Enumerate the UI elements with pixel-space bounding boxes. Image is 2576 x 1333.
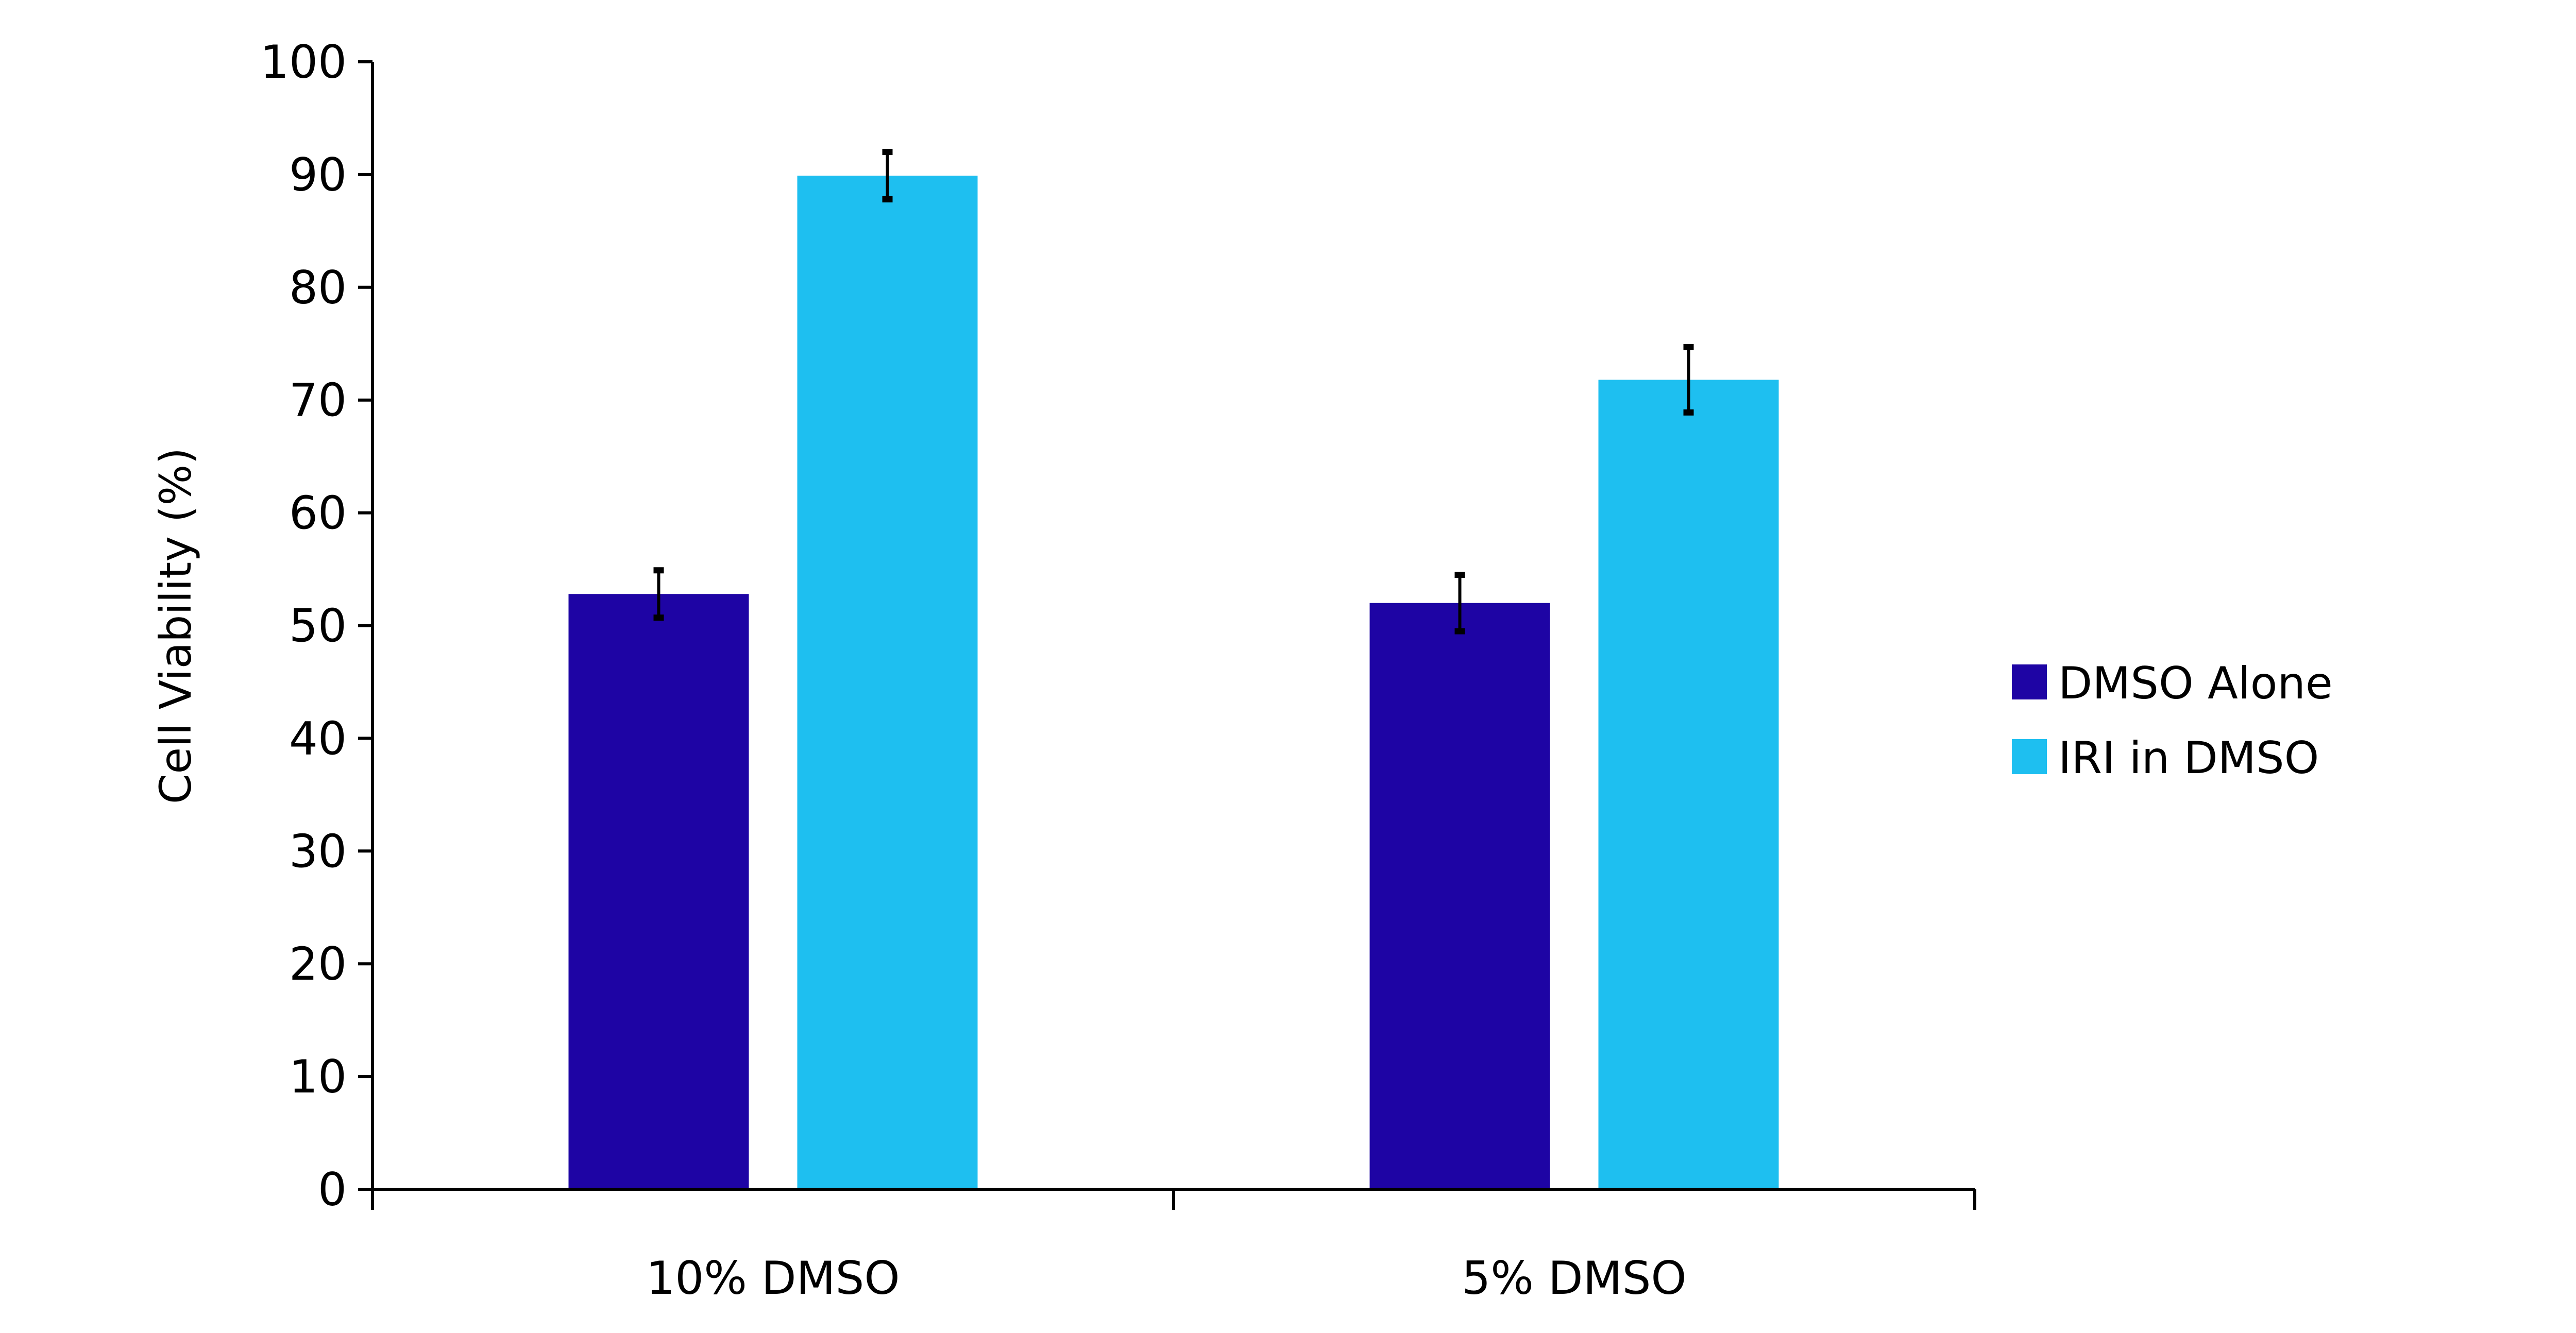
bar	[797, 176, 978, 1189]
legend-swatch	[2012, 739, 2047, 774]
bar	[1598, 380, 1779, 1189]
legend-label: DMSO Alone	[2058, 658, 2333, 709]
y-tick-label: 30	[289, 825, 347, 878]
bar	[1369, 603, 1550, 1189]
legend-swatch	[2012, 664, 2047, 699]
y-tick-label: 40	[289, 712, 347, 765]
y-tick-label: 60	[289, 487, 347, 540]
y-axis-label: Cell Viability (%)	[150, 448, 201, 804]
y-tick-label: 20	[289, 937, 347, 990]
y-tick-label: 10	[289, 1050, 347, 1103]
bar	[568, 594, 749, 1189]
category-label: 5% DMSO	[1462, 1252, 1686, 1305]
category-label: 10% DMSO	[646, 1252, 900, 1305]
y-tick-label: 100	[260, 36, 347, 89]
y-tick-label: 70	[289, 374, 347, 427]
y-tick-label: 90	[289, 148, 347, 201]
y-tick-label: 80	[289, 261, 347, 314]
y-tick-label: 50	[289, 600, 347, 653]
legend-label: IRI in DMSO	[2058, 732, 2319, 784]
y-tick-label: 0	[318, 1163, 347, 1216]
